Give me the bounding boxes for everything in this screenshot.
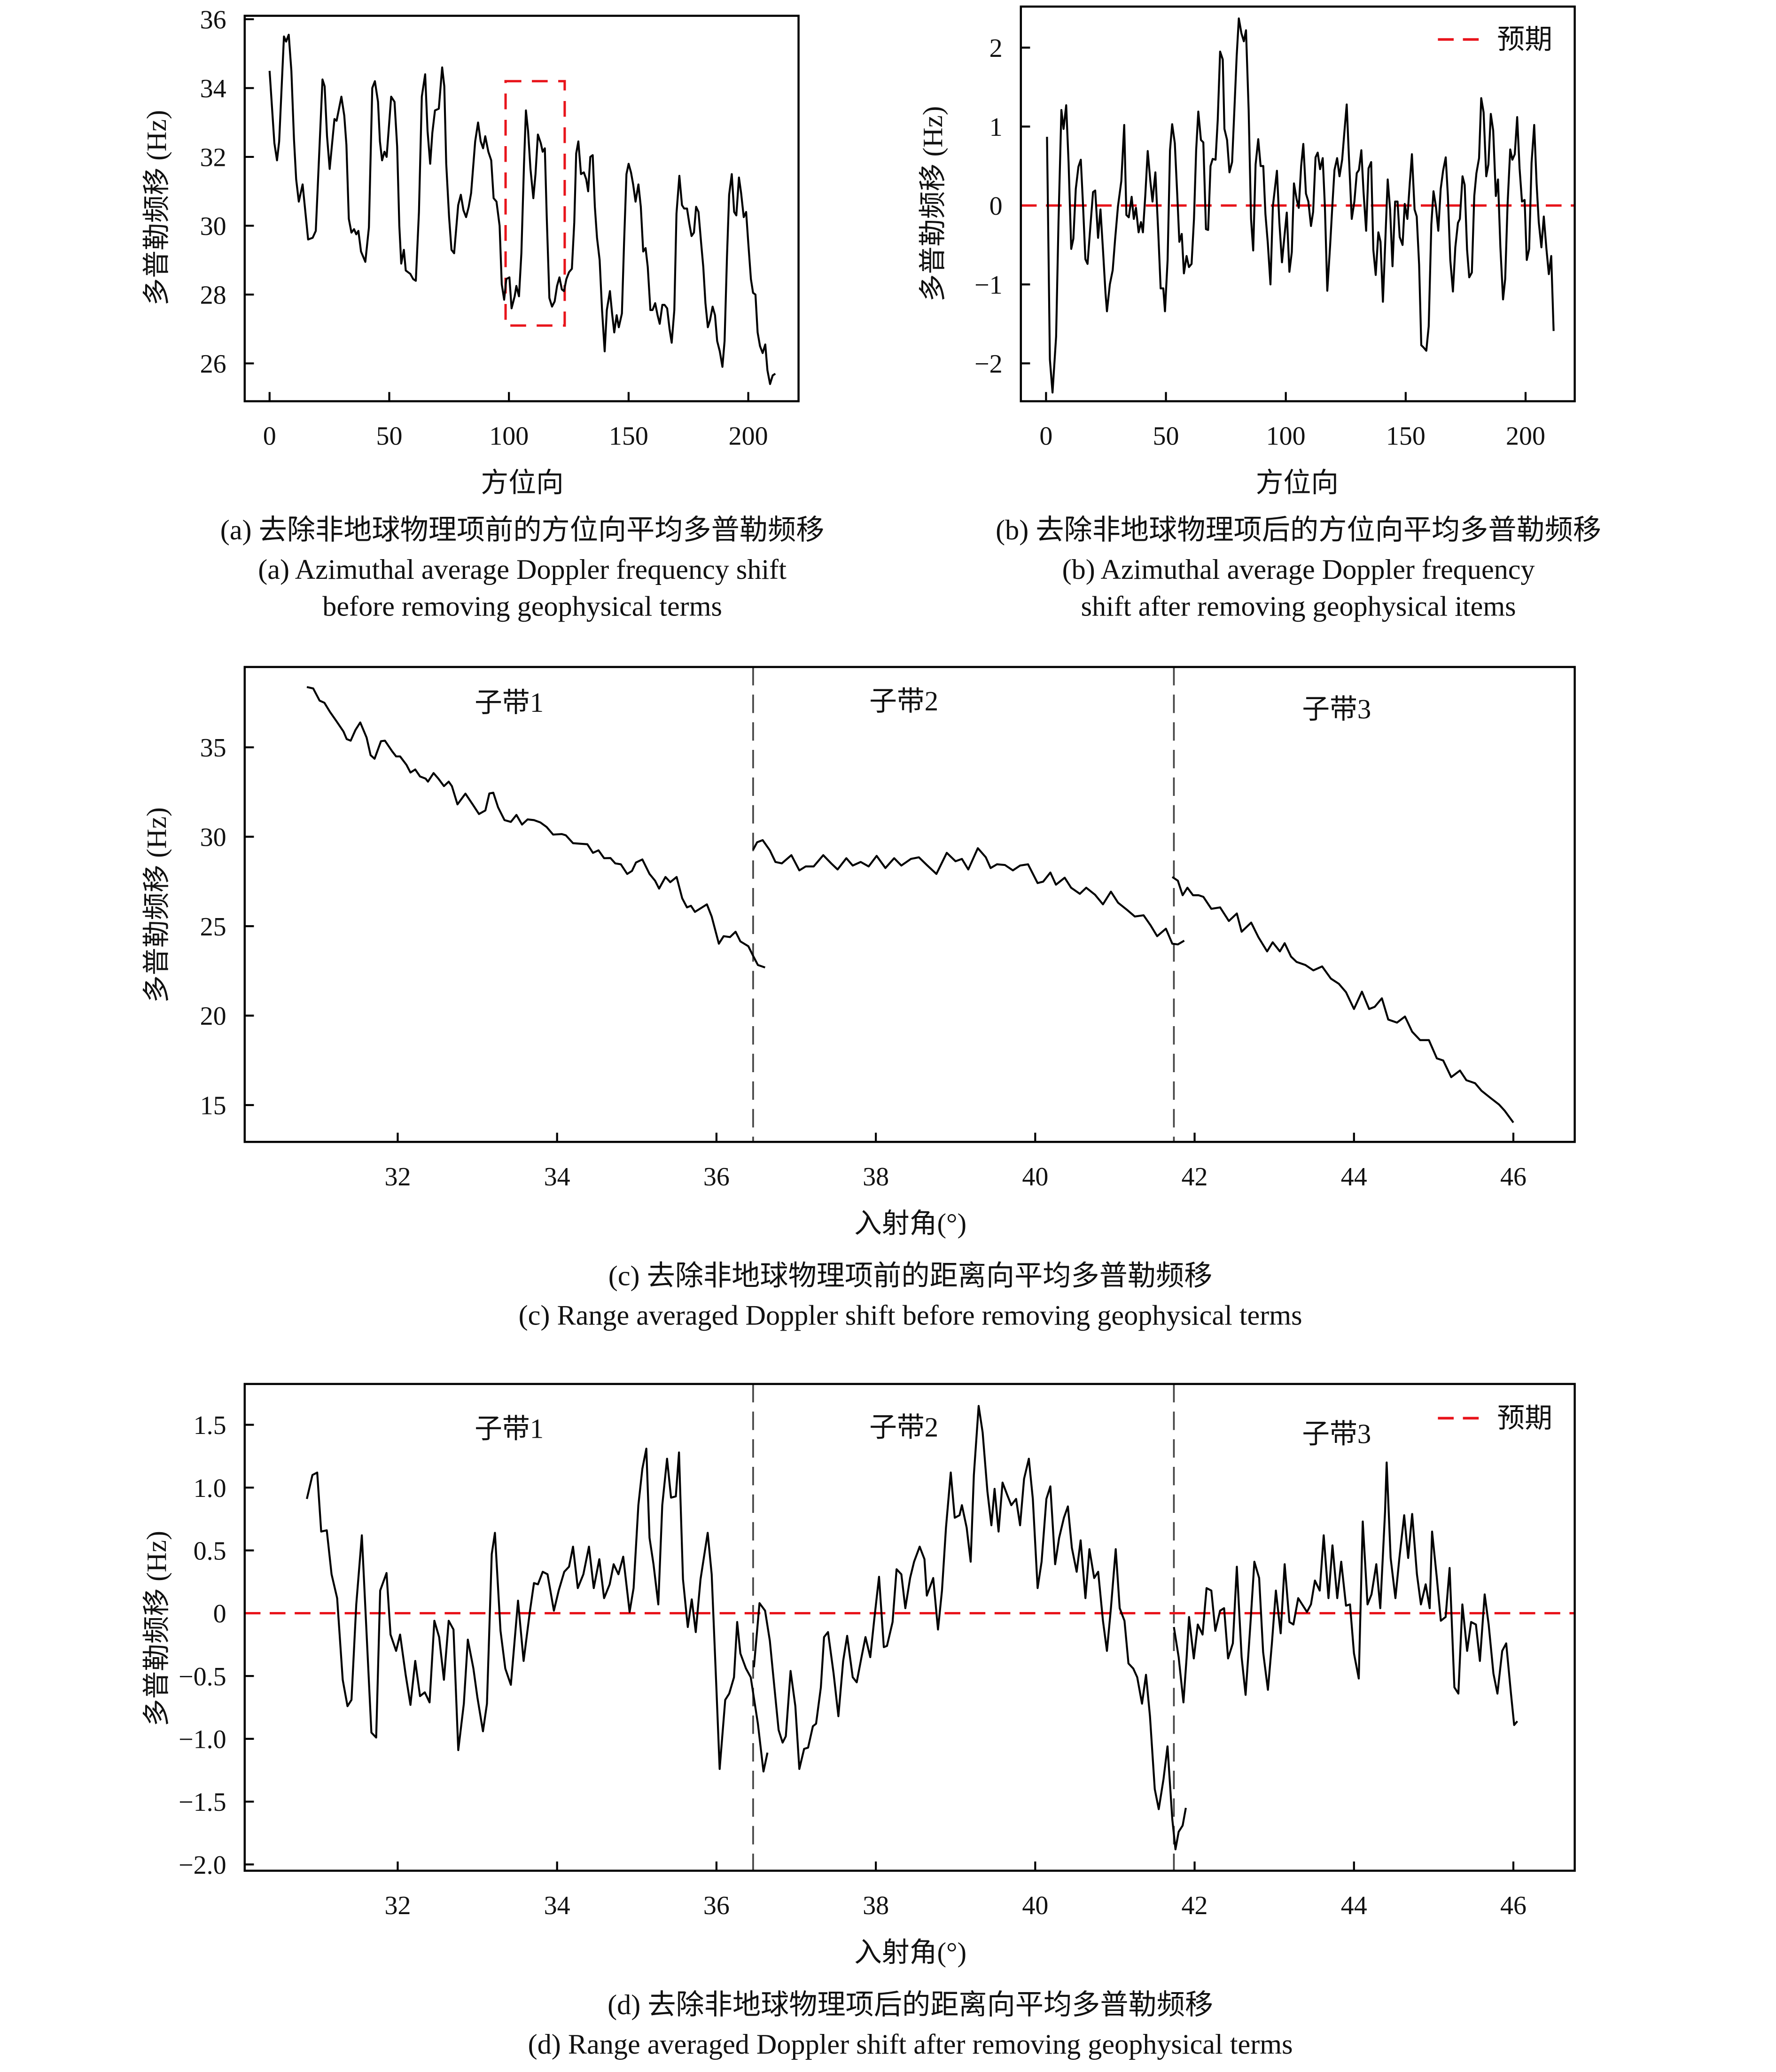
y-tick-label: 20 <box>200 1002 226 1031</box>
highlight-box <box>504 80 566 327</box>
y-tick-label: 1.5 <box>194 1411 226 1440</box>
x-tick-label: 42 <box>1182 1162 1208 1192</box>
x-tick-label: 150 <box>1386 421 1425 451</box>
y-tick-label: 0 <box>989 192 1003 221</box>
x-tick-label: 32 <box>384 1891 411 1920</box>
series-line-azimuth average <box>268 33 776 385</box>
y-tick-label: 2 <box>989 34 1003 63</box>
axes-frame <box>243 666 1576 1143</box>
y-tick-label: 1.0 <box>194 1474 226 1503</box>
caption-b-chinese: (b) 去除非地球物理项后的方位向平均多普勒频移 <box>996 514 1601 546</box>
x-tick-label: 200 <box>1506 421 1545 451</box>
x-tick-label: 44 <box>1341 1891 1367 1920</box>
panel-b-ylabel: 多普勒频移 (Hz) <box>918 106 948 302</box>
x-tick-label: 46 <box>1500 1162 1527 1192</box>
panel-d-range-after: 32 34 36 38 40 42 44 46 −2.0 −1.5 −1.0 −0.5 0 0.5 1.0 1… <box>179 1383 1576 1920</box>
x-tick-label: 40 <box>1022 1891 1048 1920</box>
x-tick-label: 200 <box>729 421 768 451</box>
axes-frame <box>243 1383 1576 1872</box>
y-tick-label: 32 <box>200 143 226 172</box>
y-tick-label: −0.5 <box>179 1662 226 1691</box>
y-tick-label: 25 <box>200 912 226 942</box>
panel-d-subband-1-label: 子带1 <box>475 1413 544 1444</box>
caption-c-english: (c) Range averaged Doppler shift before … <box>519 1300 1302 1332</box>
panel-c-subband-3-label: 子带3 <box>1302 694 1371 724</box>
y-tick-label: 28 <box>200 281 226 310</box>
caption-d-english: (d) Range averaged Doppler shift after r… <box>528 2029 1293 2060</box>
caption-d-chinese: (d) 去除非地球物理项后的距离向平均多普勒频移 <box>608 1989 1213 2021</box>
panel-c-subband-2-label: 子带2 <box>869 686 938 717</box>
caption-b-english-line2: shift after removing geophysical items <box>1081 591 1516 622</box>
y-tick-label: −2 <box>974 350 1003 379</box>
panel-a-azimuth-before: 0 50 100 150 200 26 28 30 32 34 36 <box>200 6 800 451</box>
series-line-azimuth average corrected <box>1046 17 1555 394</box>
caption-a-english-line1: (a) Azimuthal average Doppler frequency … <box>258 554 787 585</box>
panel-a-ylabel: 多普勒频移 (Hz) <box>141 110 172 305</box>
legend-expected-label: 预期 <box>1497 24 1552 55</box>
panel-b-azimuth-after: 0 50 100 150 200 −2 −1 0 1 2 <box>974 5 1576 451</box>
caption-a-english-line2: before removing geophysical terms <box>322 591 722 622</box>
y-tick-label: 1 <box>989 113 1003 142</box>
x-tick-label: 36 <box>703 1162 730 1192</box>
panel-d-ylabel: 多普勒频移 (Hz) <box>141 1531 172 1726</box>
y-tick-label: −1 <box>974 271 1003 300</box>
panel-b-legend: 预期 <box>1438 24 1552 55</box>
y-tick-label: 30 <box>200 212 226 241</box>
x-tick-label: 42 <box>1182 1891 1208 1920</box>
panel-d-subband-3-label: 子带3 <box>1302 1419 1371 1449</box>
y-tick-label: −1.0 <box>179 1725 226 1754</box>
x-tick-label: 100 <box>1266 421 1306 451</box>
y-tick-label: 26 <box>200 350 226 379</box>
x-tick-label: 50 <box>1153 421 1179 451</box>
series-line-子带3 <box>1173 1461 1519 1726</box>
y-tick-label: 35 <box>200 733 226 763</box>
y-tick-label: 0.5 <box>194 1536 226 1566</box>
legend-expected-label: 预期 <box>1497 1403 1552 1433</box>
y-tick-label: 15 <box>200 1091 226 1121</box>
caption-b-english-line1: (b) Azimuthal average Doppler frequency <box>1062 554 1535 585</box>
x-tick-label: 36 <box>703 1891 730 1920</box>
y-tick-label: 0 <box>213 1599 226 1628</box>
x-tick-label: 34 <box>544 1162 570 1192</box>
panel-d-xlabel: 入射角(°) <box>854 1937 966 1968</box>
axes-frame <box>1020 5 1576 403</box>
y-tick-label: −2.0 <box>179 1851 226 1880</box>
x-tick-label: 100 <box>489 421 529 451</box>
panel-d-legend: 预期 <box>1438 1403 1552 1433</box>
panel-a-xlabel: 方位向 <box>481 467 563 498</box>
panel-c-range-before: 32 34 36 38 40 42 44 46 15 20 25 30 35 <box>200 666 1576 1192</box>
panel-c-subband-1-label: 子带1 <box>475 687 544 718</box>
x-tick-label: 0 <box>263 421 276 451</box>
x-tick-label: 44 <box>1341 1162 1367 1192</box>
series-line-子带1 <box>306 686 766 969</box>
x-tick-label: 150 <box>609 421 648 451</box>
x-tick-label: 46 <box>1500 1891 1527 1920</box>
x-tick-label: 34 <box>544 1891 570 1920</box>
caption-a-chinese: (a) 去除非地球物理项前的方位向平均多普勒频移 <box>220 514 825 546</box>
panel-c-ylabel: 多普勒频移 (Hz) <box>141 807 172 1003</box>
x-tick-label: 50 <box>376 421 402 451</box>
panel-c-xlabel: 入射角(°) <box>854 1208 966 1239</box>
axes-frame <box>243 15 800 403</box>
x-tick-label: 0 <box>1039 421 1052 451</box>
y-tick-label: 34 <box>200 74 226 103</box>
series-line-子带3 <box>1171 876 1514 1123</box>
series-line-子带2 <box>753 1405 1187 1851</box>
y-tick-label: 36 <box>200 6 226 35</box>
series-line-子带2 <box>752 839 1185 946</box>
x-tick-label: 40 <box>1022 1162 1048 1192</box>
panel-d-subband-2-label: 子带2 <box>869 1412 938 1443</box>
x-tick-label: 38 <box>863 1162 889 1192</box>
x-tick-label: 32 <box>384 1162 411 1192</box>
x-tick-label: 38 <box>863 1891 889 1920</box>
y-tick-label: −1.5 <box>179 1788 226 1817</box>
panel-b-xlabel: 方位向 <box>1256 467 1339 498</box>
series-line-子带1 <box>306 1448 769 1773</box>
y-tick-label: 30 <box>200 823 226 852</box>
caption-c-chinese: (c) 去除非地球物理项前的距离向平均多普勒频移 <box>608 1261 1213 1292</box>
